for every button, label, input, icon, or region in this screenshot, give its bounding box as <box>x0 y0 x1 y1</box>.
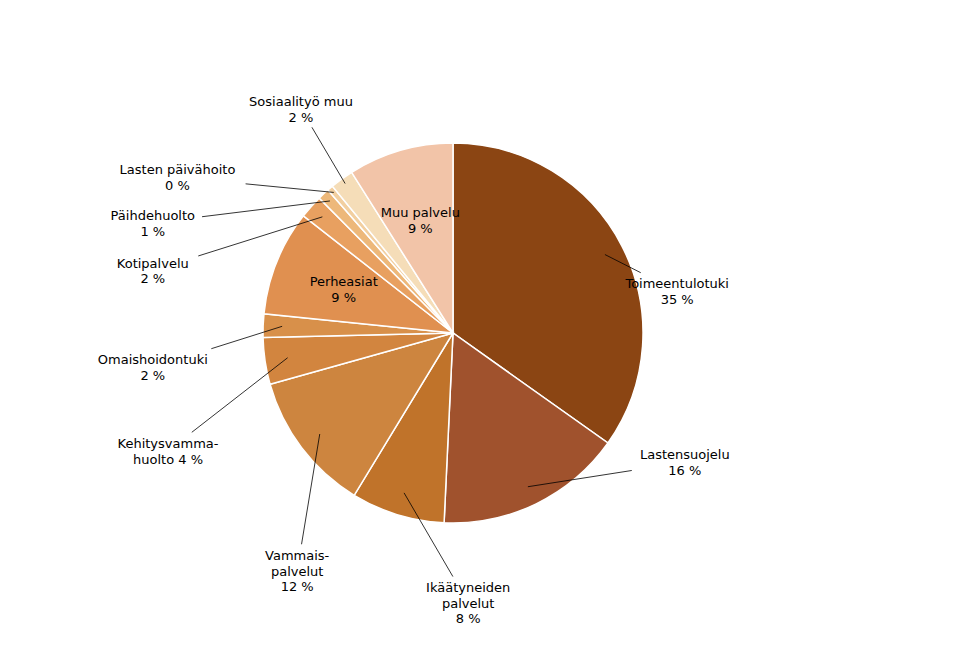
svg-text:Perheasiat9 %: Perheasiat9 % <box>310 274 378 305</box>
svg-text:Päihdehuolto1 %: Päihdehuolto1 % <box>111 208 195 239</box>
svg-text:Muu palvelu9 %: Muu palvelu9 % <box>381 205 460 236</box>
svg-text:Kotipalvelu2 %: Kotipalvelu2 % <box>117 255 189 285</box>
svg-text:Vammais-palvelut12 %: Vammais-palvelut12 % <box>265 548 330 594</box>
svg-text:Toimeentulotuki35 %: Toimeentulotuki35 % <box>624 276 729 307</box>
svg-text:Omaishoidontuki2 %: Omaishoidontuki2 % <box>98 352 208 383</box>
svg-text:Lasten päivähoito0 %: Lasten päivähoito0 % <box>120 162 236 193</box>
svg-text:Lastensuojelu16 %: Lastensuojelu16 % <box>640 447 730 478</box>
svg-text:Ikäätyneidenpalvelut8 %: Ikäätyneidenpalvelut8 % <box>426 580 510 626</box>
svg-text:Sosiaalityö muu2 %: Sosiaalityö muu2 % <box>249 94 353 125</box>
svg-text:Kehitysvamma-huolto 4 %: Kehitysvamma-huolto 4 % <box>118 436 219 467</box>
